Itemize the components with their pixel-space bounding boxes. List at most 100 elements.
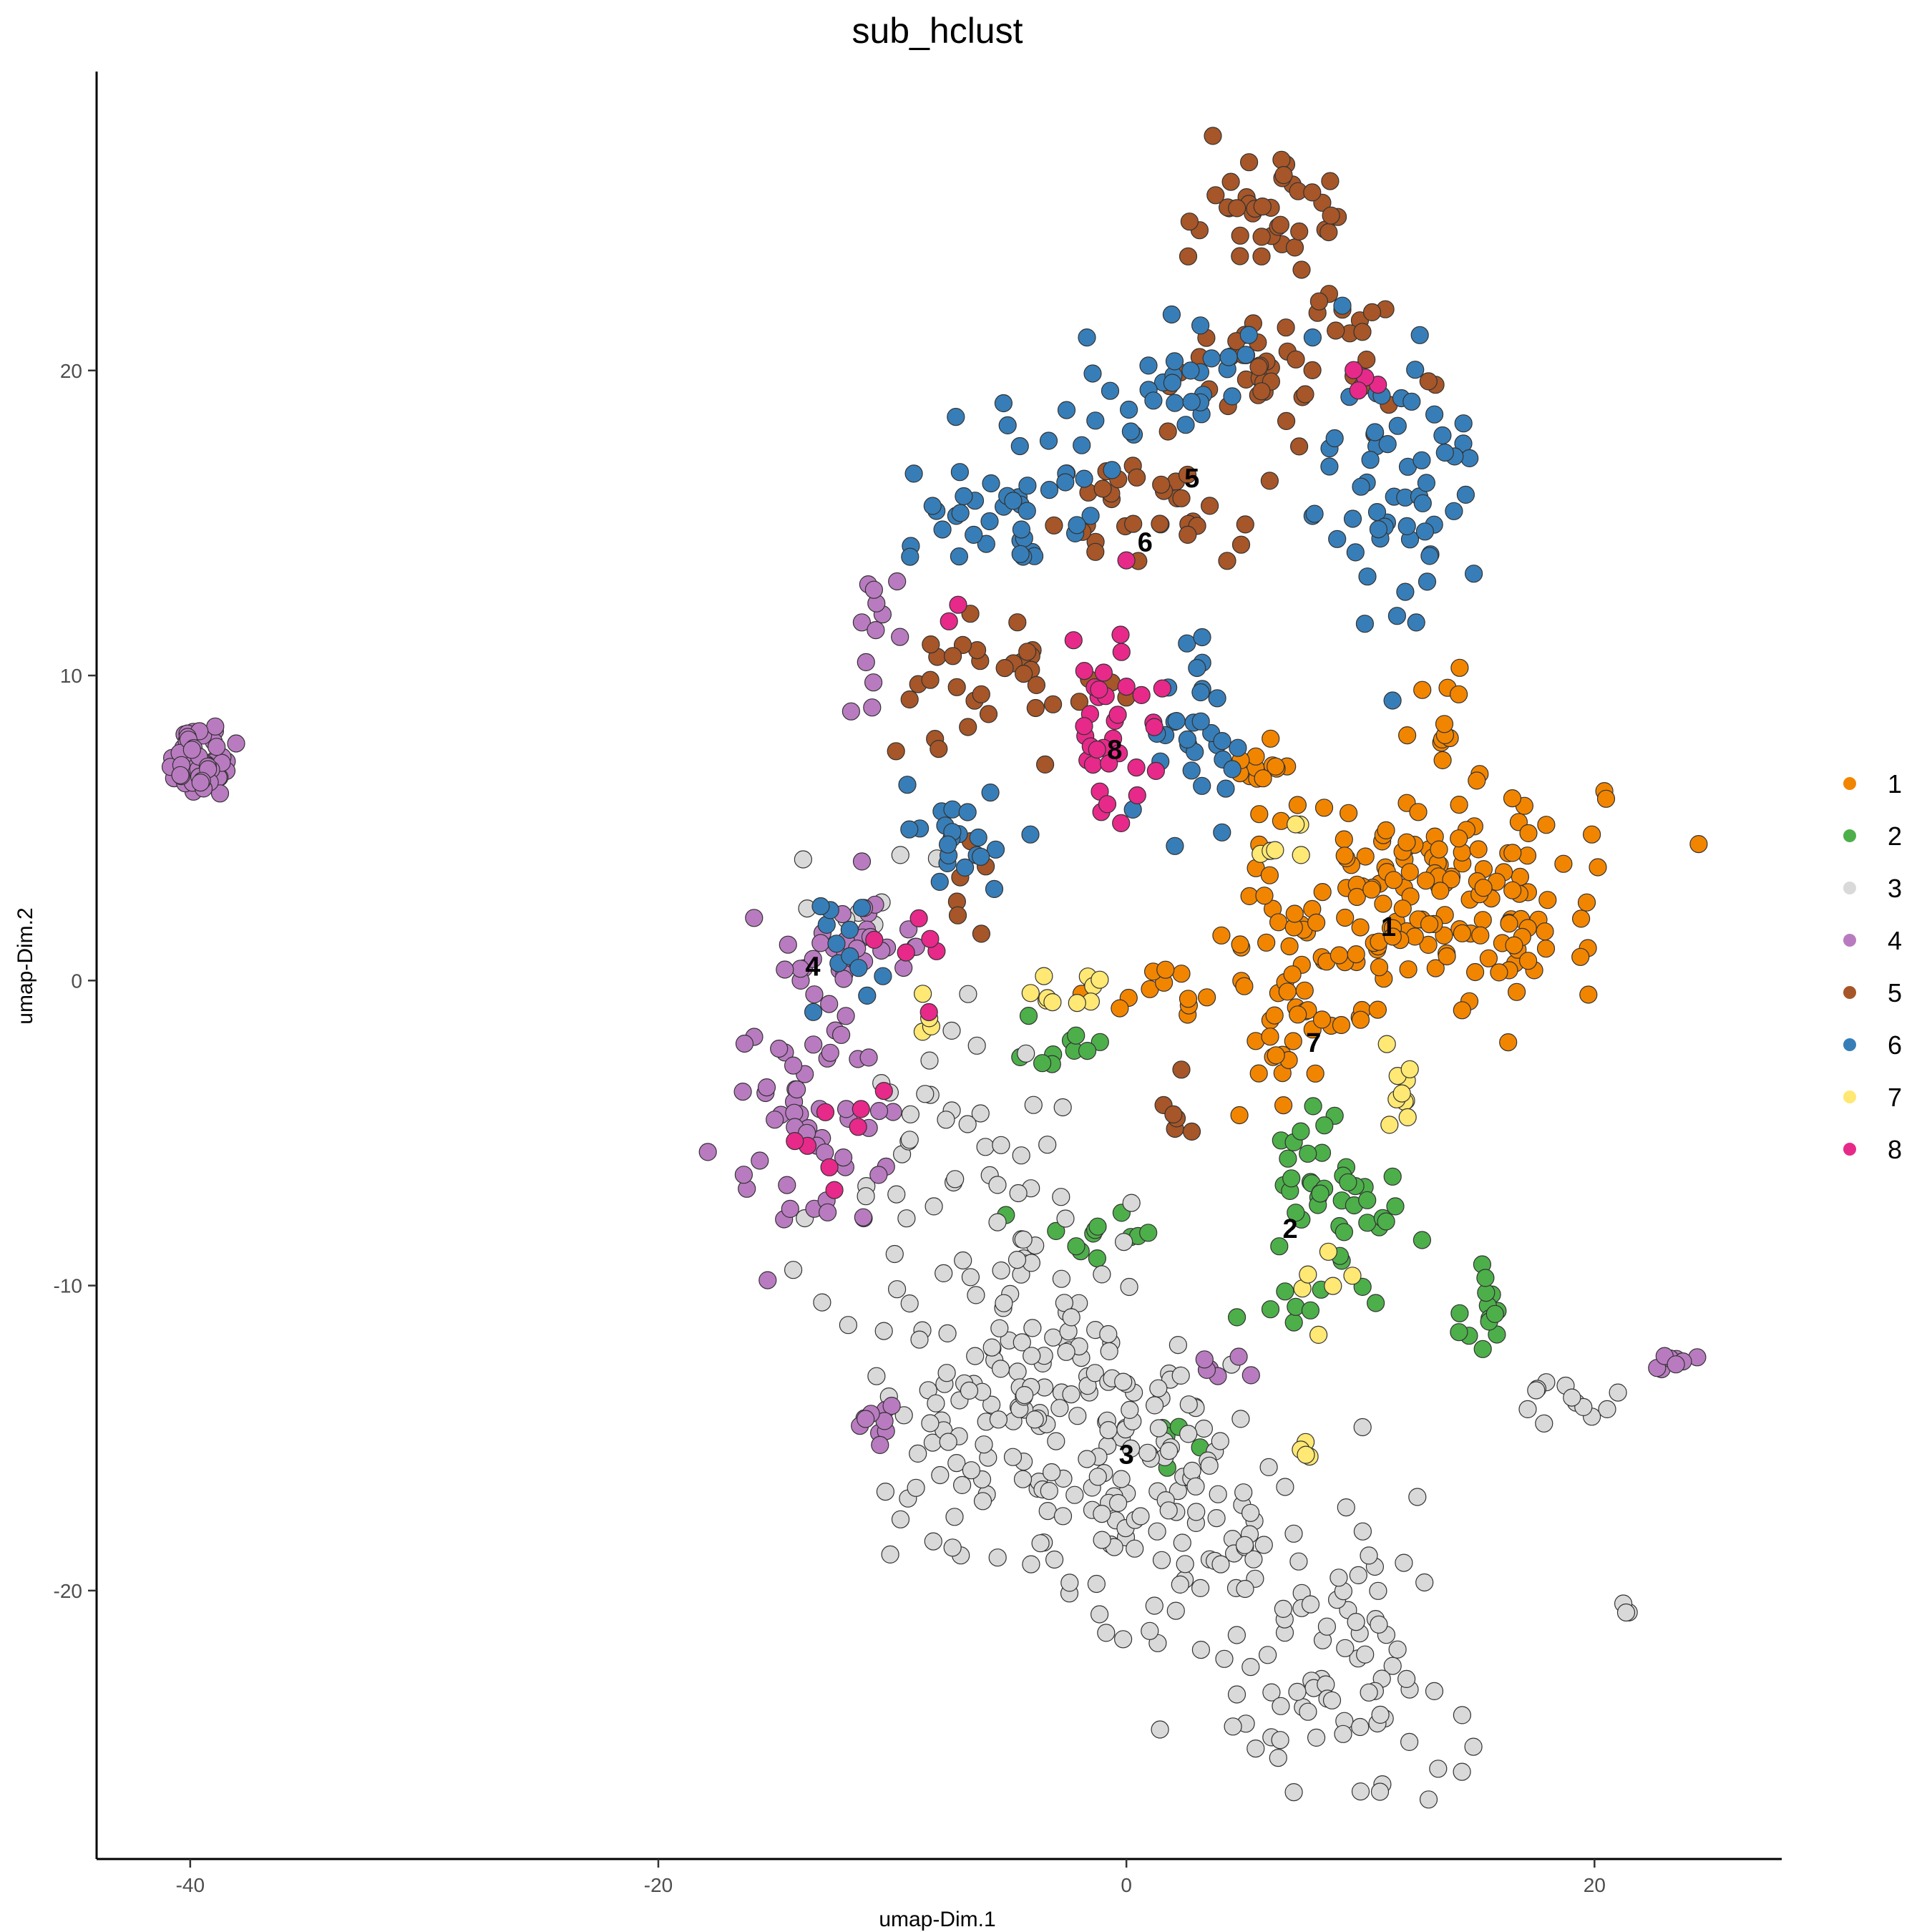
data-point	[1010, 436, 1029, 456]
data-point	[839, 1316, 858, 1335]
data-point	[913, 985, 932, 1003]
data-point	[1100, 1342, 1118, 1361]
data-point	[1121, 422, 1141, 441]
data-point	[1215, 1649, 1234, 1668]
data-point	[887, 742, 905, 761]
data-point	[867, 620, 885, 640]
data-point	[1013, 1470, 1033, 1488]
data-point	[1091, 1033, 1109, 1051]
data-point	[1386, 1197, 1405, 1216]
data-point	[811, 934, 830, 952]
data-point	[1053, 1507, 1073, 1526]
legend: 1 2 3 4 5 6 7 8	[1843, 769, 1902, 1164]
data-point	[904, 464, 923, 483]
data-point	[1450, 829, 1468, 848]
data-point	[804, 1002, 823, 1021]
data-point	[1314, 799, 1334, 817]
data-point	[1223, 760, 1241, 779]
data-point	[1213, 823, 1231, 841]
data-point	[1288, 1682, 1307, 1701]
data-point	[1347, 1613, 1365, 1631]
data-point	[1351, 1782, 1370, 1801]
data-point	[959, 718, 977, 736]
data-point	[1241, 1366, 1260, 1385]
data-point	[962, 1461, 981, 1480]
data-point	[1236, 515, 1254, 534]
data-point	[813, 1293, 831, 1312]
data-point	[950, 547, 969, 566]
data-point	[1193, 628, 1211, 647]
data-point	[1141, 1621, 1159, 1640]
data-point	[1060, 1574, 1079, 1592]
data-point	[1343, 509, 1362, 528]
data-point	[1271, 215, 1290, 234]
data-point	[1124, 514, 1143, 533]
data-point	[1047, 1221, 1065, 1241]
data-point	[1322, 206, 1340, 225]
data-point	[1299, 1702, 1317, 1721]
data-point	[1572, 909, 1591, 928]
data-point	[1187, 1503, 1206, 1521]
y-axis-ticks: -20 -10 0 10 20	[54, 360, 97, 1602]
data-point	[1267, 757, 1285, 776]
data-point	[816, 1103, 835, 1121]
data-point	[921, 1414, 940, 1433]
data-point	[1234, 1483, 1253, 1502]
data-point	[871, 1435, 889, 1455]
data-point	[888, 572, 907, 591]
y-tick-label: -10	[54, 1275, 82, 1297]
data-point	[1413, 1231, 1432, 1249]
data-point	[1349, 381, 1367, 400]
data-point	[1045, 1550, 1064, 1569]
data-point	[1430, 840, 1448, 859]
data-point	[1228, 199, 1246, 218]
data-point	[1191, 683, 1210, 702]
data-point	[1456, 485, 1475, 504]
data-point	[1356, 847, 1375, 866]
data-point	[971, 1104, 990, 1123]
data-point	[1327, 321, 1345, 340]
data-point	[1171, 1575, 1189, 1594]
data-point	[1269, 913, 1288, 932]
data-point	[1335, 1223, 1354, 1241]
data-point	[1207, 1509, 1226, 1528]
data-point	[1357, 351, 1376, 369]
data-point	[985, 879, 1004, 899]
chart-title: sub_hclust	[852, 11, 1023, 51]
data-point	[1383, 1657, 1402, 1675]
legend-label-5: 5	[1888, 978, 1902, 1008]
data-point	[1146, 761, 1166, 781]
data-point	[1254, 1536, 1273, 1554]
data-point	[887, 1280, 907, 1299]
data-point	[1303, 328, 1322, 347]
data-point	[1149, 1419, 1169, 1438]
data-point	[1351, 1717, 1370, 1737]
data-point	[891, 846, 909, 864]
data-point	[1057, 401, 1076, 419]
data-point	[1330, 946, 1349, 965]
data-point	[1122, 1194, 1141, 1212]
data-point	[1278, 982, 1297, 1001]
data-point	[1425, 405, 1444, 424]
data-point	[1377, 821, 1395, 840]
data-point	[955, 487, 973, 506]
data-point	[1479, 949, 1498, 967]
data-point	[734, 1166, 753, 1184]
data-point	[920, 1051, 939, 1070]
data-point	[1272, 150, 1291, 169]
data-point	[1296, 385, 1314, 404]
data-point	[1229, 738, 1247, 757]
data-point	[1271, 1731, 1289, 1750]
cluster-label-2: 2	[1283, 1214, 1298, 1244]
data-point	[1377, 1212, 1395, 1231]
legend-key-5	[1843, 986, 1856, 999]
data-point	[1179, 525, 1197, 545]
data-point	[1503, 881, 1522, 899]
data-point	[1385, 871, 1403, 889]
data-point	[1068, 1407, 1087, 1425]
data-point	[1078, 1041, 1097, 1060]
data-point	[1465, 565, 1483, 583]
data-point	[1235, 977, 1254, 995]
data-point	[930, 739, 948, 758]
